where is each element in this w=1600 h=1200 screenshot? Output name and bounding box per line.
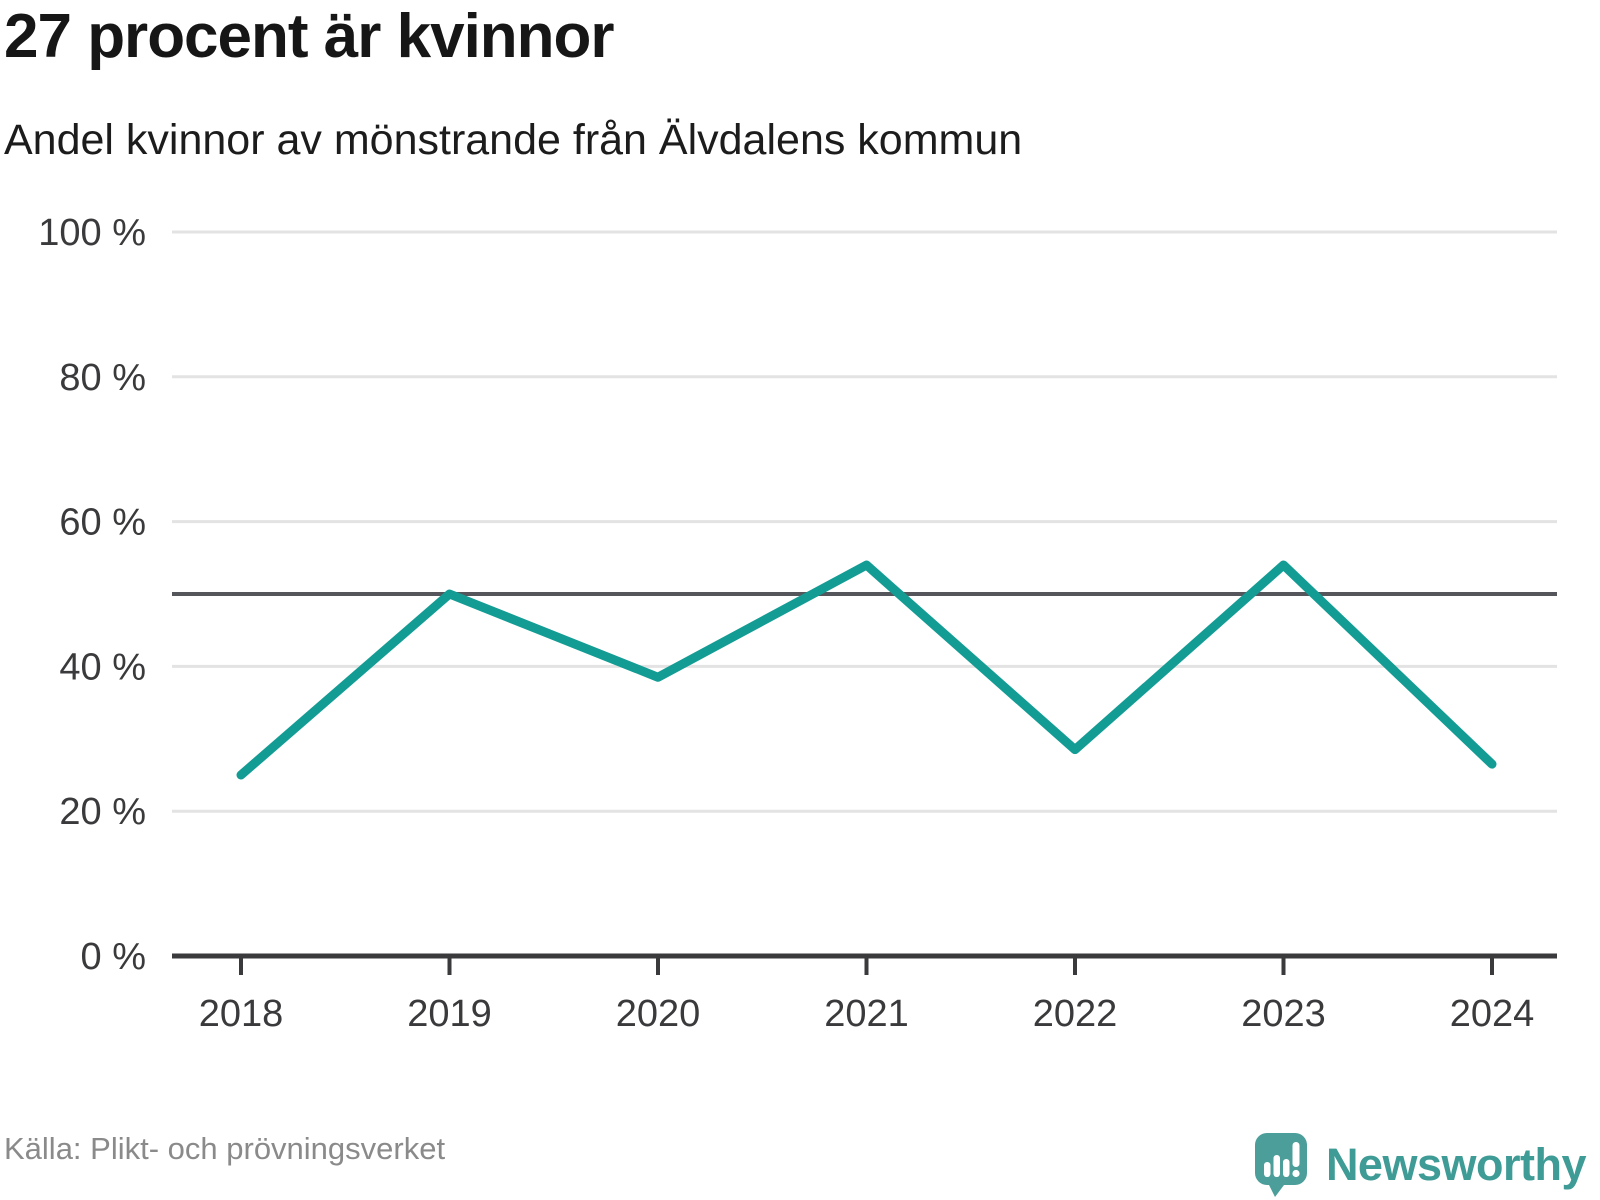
y-axis-label: 20 % xyxy=(59,791,146,833)
y-axis-label: 0 % xyxy=(81,936,146,978)
y-axis-label: 80 % xyxy=(59,357,146,399)
newsworthy-logo-icon xyxy=(1254,1133,1307,1197)
newsworthy-logo-text: Newsworthy xyxy=(1325,1139,1587,1190)
newsworthy-logo: Newsworthy xyxy=(1254,1132,1587,1198)
x-axis-label: 2020 xyxy=(616,993,701,1035)
data-line xyxy=(236,560,1497,780)
y-axis-label: 40 % xyxy=(59,646,146,688)
chart-subtitle: Andel kvinnor av mönstrande från Älvdale… xyxy=(4,116,1023,164)
x-axis-label: 2021 xyxy=(824,993,909,1035)
y-axis-label: 60 % xyxy=(59,502,146,544)
chart-title: 27 procent är kvinnor xyxy=(4,2,615,71)
x-axis-label: 2022 xyxy=(1033,993,1118,1035)
x-axis-label: 2018 xyxy=(199,993,284,1035)
y-axis-label: 100 % xyxy=(38,212,146,254)
x-axis-label: 2023 xyxy=(1241,993,1326,1035)
x-axis-label: 2024 xyxy=(1450,993,1535,1035)
source-note: Källa: Plikt- och prövningsverket xyxy=(4,1131,446,1166)
x-axis-label: 2019 xyxy=(407,993,492,1035)
